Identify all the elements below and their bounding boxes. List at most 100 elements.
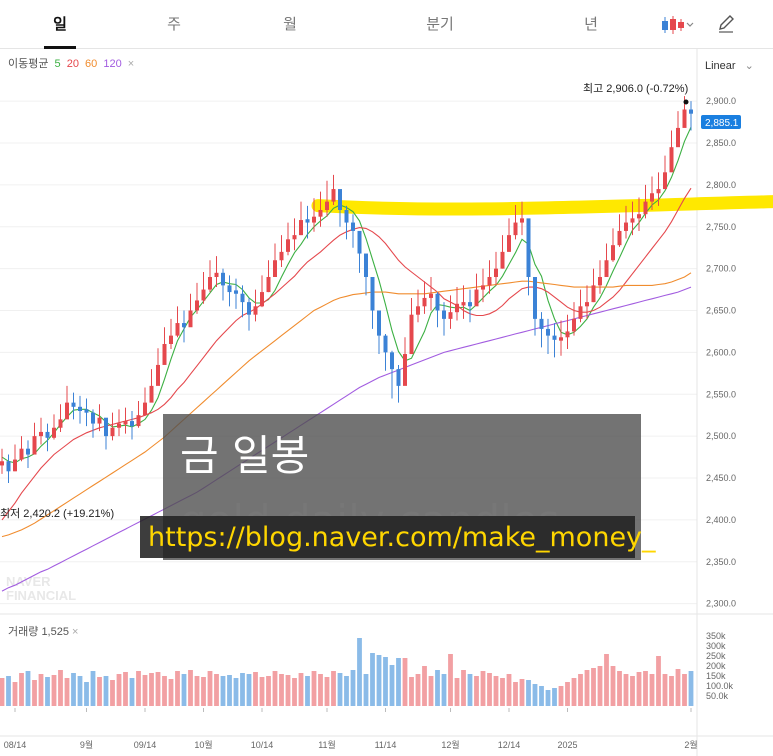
volume-bar	[97, 677, 102, 706]
candle-body	[650, 193, 654, 202]
volume-bar	[448, 654, 453, 706]
candle-body	[65, 402, 69, 420]
high-annotation: 최고 2,906.0 (-0.72%)	[583, 82, 688, 95]
close-icon[interactable]: ×	[127, 58, 135, 70]
volume-bar	[441, 674, 447, 706]
draw-button[interactable]	[716, 12, 736, 34]
candle-body	[19, 448, 24, 460]
candle-body	[247, 302, 251, 315]
volume-bar	[597, 666, 603, 706]
candle-body	[71, 402, 76, 407]
candle-body	[195, 300, 199, 311]
blog-url: https://blog.naver.com/make_money_	[148, 522, 656, 553]
candle-body	[325, 201, 329, 210]
volume-bar	[38, 674, 44, 706]
volume-bar	[558, 686, 564, 706]
price-tick-label: 2,350.0	[706, 557, 736, 567]
volume-bar	[305, 676, 310, 706]
ma-120-label: 120	[103, 58, 122, 70]
x-tick-label: 10/14	[251, 740, 274, 750]
volume-bar	[285, 675, 291, 706]
candle-body	[39, 431, 43, 437]
candle-body	[448, 312, 453, 319]
current-price-tag	[701, 115, 741, 129]
candle-body	[630, 218, 635, 223]
close-icon[interactable]: ×	[72, 626, 79, 638]
volume-bar	[201, 677, 206, 706]
candle-body	[455, 303, 459, 313]
candle-body	[351, 222, 355, 231]
volume-bar	[32, 680, 37, 706]
tab-yearly[interactable]: 년	[584, 16, 598, 33]
volume-bar	[45, 677, 50, 706]
candle-body	[461, 302, 466, 306]
candle-body	[585, 302, 589, 307]
volume-tick-label: 200k	[706, 661, 726, 671]
price-tick-label: 2,900.0	[706, 96, 736, 106]
volume-bar	[363, 674, 369, 706]
candle-body	[253, 306, 258, 315]
volume-bar	[246, 674, 252, 706]
volume-bar	[331, 671, 336, 706]
chevron-down-icon: ⌄	[744, 60, 754, 72]
volume-bar	[480, 671, 486, 706]
candle-body	[299, 220, 303, 236]
volume-bar	[428, 676, 434, 706]
low-annotation: 최저 2,420.2 (+19.21%)	[0, 507, 114, 520]
candle-body	[364, 253, 368, 277]
candle-body	[331, 189, 336, 202]
tab-daily[interactable]: 일	[30, 0, 90, 49]
candle-body	[377, 310, 381, 336]
price-chart[interactable]: NAVER FINANCIAL 2,900.0 2,850.0 2,800.0 2,7…	[0, 48, 773, 756]
tab-quarterly[interactable]: 분기	[426, 16, 454, 33]
current-price-label: 2,885.1	[705, 118, 739, 129]
candle-body	[227, 285, 232, 293]
volume-bar	[207, 671, 213, 706]
candle-body	[357, 230, 362, 254]
volume-tick-label: 300k	[706, 641, 726, 651]
volume-bar	[682, 674, 687, 706]
x-tick-label: 11월	[318, 739, 336, 750]
candle-body	[676, 127, 680, 148]
volume-bar	[259, 677, 265, 706]
scale-mode-dropdown[interactable]: Linear ⌄	[705, 59, 754, 72]
candle-body	[572, 318, 576, 332]
date-axis: 08/14 9월 09/14 10월 10/14 11월 11/14 12월 12/14 2025…	[4, 708, 698, 750]
price-tick-label: 2,500.0	[706, 431, 736, 441]
volume-bar	[110, 680, 115, 706]
x-tick-label: 10월	[194, 739, 212, 750]
tab-weekly[interactable]: 주	[167, 16, 181, 33]
volume-bar	[155, 672, 161, 706]
volume-legend-value: 1,525	[41, 626, 69, 638]
volume-bar	[136, 671, 141, 706]
volume-bar	[500, 678, 505, 706]
candle-body	[689, 109, 693, 114]
volume-bar	[565, 682, 570, 706]
volume-bar	[6, 676, 11, 706]
candle-body	[292, 235, 297, 240]
volume-bar	[513, 682, 518, 706]
price-tick-label: 2,700.0	[706, 264, 736, 274]
ma-5-line	[1, 126, 692, 464]
tab-monthly[interactable]: 월	[283, 16, 297, 33]
naver-financial-watermark: NAVER FINANCIAL	[6, 574, 76, 603]
volume-bar	[539, 686, 544, 706]
candle-body	[279, 251, 284, 261]
candle-body	[188, 310, 193, 328]
candle-body	[669, 147, 674, 173]
x-tick-label: 09/14	[134, 740, 157, 750]
candle-body	[344, 210, 349, 223]
volume-bar	[240, 673, 245, 706]
ma-20-label: 20	[66, 58, 79, 70]
candle-body	[481, 285, 485, 290]
volume-bar	[578, 674, 583, 706]
volume-bar	[389, 665, 395, 706]
chart-type-dropdown[interactable]	[660, 14, 694, 36]
volume-bar	[636, 672, 642, 706]
volume-bar	[415, 674, 421, 706]
candle-body	[117, 423, 121, 428]
volume-bar	[188, 670, 193, 706]
candle-body	[130, 421, 134, 427]
volume-bar	[298, 673, 304, 706]
volume-bar	[630, 676, 635, 706]
